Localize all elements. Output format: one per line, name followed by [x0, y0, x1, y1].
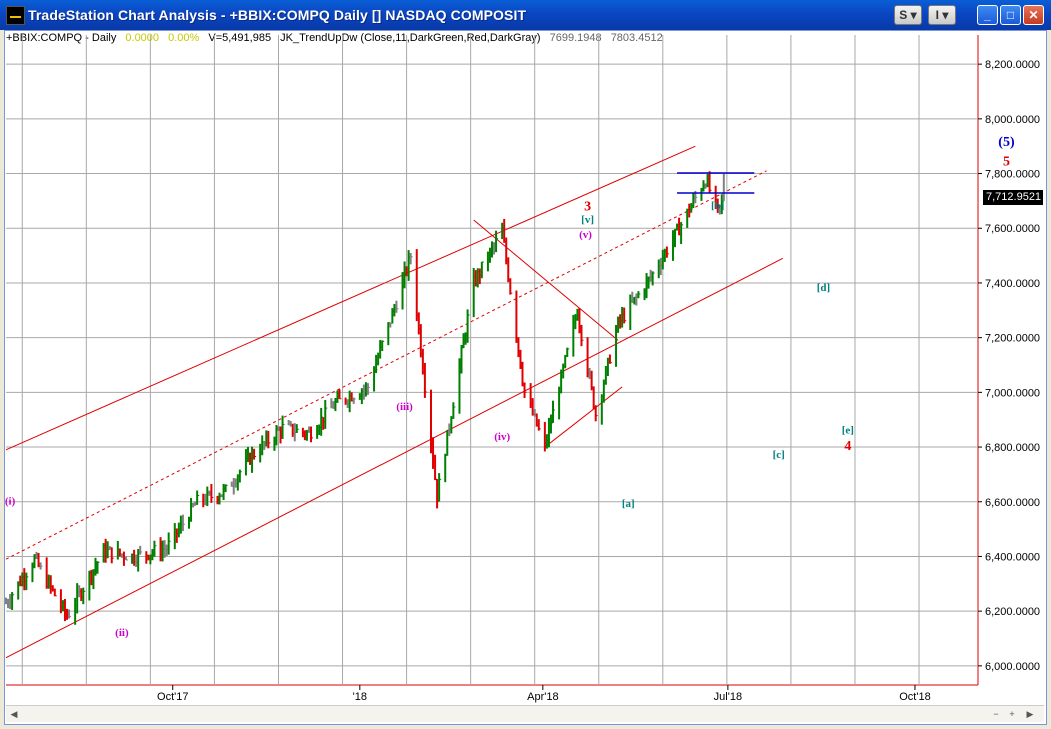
legend-value-2: 7803.4512 [610, 32, 663, 44]
symbol-link-s-button[interactable]: S ▾ [894, 5, 922, 25]
chart-window [4, 30, 1047, 725]
wave-label: [b] [711, 200, 724, 212]
wave-label: (5) [998, 135, 1015, 150]
wave-label: (iv) [494, 431, 510, 443]
triangle-line [473, 219, 619, 341]
y-axis-tick-label: 7,800.0000 [985, 169, 1040, 181]
maximize-button[interactable]: □ [1000, 5, 1021, 25]
app-icon [6, 6, 25, 25]
chevron-down-icon: ▾ [910, 8, 917, 22]
y-axis-tick-label: 8,000.0000 [985, 114, 1040, 126]
symbol-link-s-label: S [899, 8, 908, 22]
x-axis-tick-label: Oct'17 [157, 691, 188, 703]
maximize-icon: □ [1006, 8, 1015, 22]
wave-label: [a] [622, 498, 635, 510]
wave-label: (iii) [396, 401, 413, 413]
trend-channel-middle [5, 170, 767, 560]
wave-label: [c] [773, 449, 785, 461]
x-axis-tick-label: Apr'18 [527, 691, 558, 703]
y-axis-tick-label: 6,600.0000 [985, 497, 1040, 509]
chevron-down-icon: ▾ [942, 8, 949, 22]
x-axis-tick-label: Oct'18 [899, 691, 930, 703]
close-button[interactable]: ✕ [1023, 5, 1044, 25]
legend-symbol: +BBIX:COMPQ - Daily [6, 32, 117, 44]
minimize-icon: _ [984, 8, 991, 22]
window-title: TradeStation Chart Analysis - +BBIX:COMP… [28, 7, 527, 23]
wave-label: [d] [817, 282, 830, 294]
legend-change-percent: 0.00% [168, 32, 200, 44]
y-axis-tick-label: 7,400.0000 [985, 278, 1040, 290]
trend-channel-lower [5, 257, 784, 659]
window-titlebar: TradeStation Chart Analysis - +BBIX:COMP… [0, 0, 1051, 30]
legend-value-1: 7699.1948 [549, 32, 602, 44]
y-axis-tick-label: 7,000.0000 [985, 387, 1040, 399]
wave-label: (i) [5, 495, 16, 507]
y-axis-tick-label: 6,000.0000 [985, 661, 1040, 673]
y-axis-tick-label: 7,200.0000 [985, 333, 1040, 345]
y-axis-tick-label: 6,400.0000 [985, 551, 1040, 563]
horizontal-scrollbar[interactable]: ◀ − + ▶ [6, 705, 1044, 722]
zoom-in-icon[interactable]: + [1009, 709, 1015, 719]
trend-channel-upper [5, 145, 696, 451]
scroll-right-icon[interactable]: ▶ [1026, 709, 1034, 719]
y-axis-tick-label: 7,600.0000 [985, 223, 1040, 235]
wave-label: (ii) [115, 627, 129, 639]
last-price-marker: 7,712.9521 [983, 190, 1043, 205]
symbol-link-i-label: I [935, 8, 939, 22]
y-axis-tick-label: 8,200.0000 [985, 59, 1040, 71]
legend-volume: V=5,491,985 [208, 32, 272, 44]
y-axis-tick-label: 6,200.0000 [985, 606, 1040, 618]
minimize-button[interactable]: _ [977, 5, 998, 25]
y-axis-tick-label: 6,800.0000 [985, 442, 1040, 454]
wave-label: (v) [579, 229, 592, 241]
symbol-link-i-button[interactable]: I ▾ [928, 5, 956, 25]
zoom-out-icon[interactable]: − [993, 709, 999, 719]
close-icon: ✕ [1028, 8, 1039, 22]
wave-label: [e] [842, 424, 854, 436]
legend-indicator: JK_TrendUpDw (Close,11,DarkGreen,Red,Dar… [280, 32, 541, 44]
triangle-line [544, 386, 623, 448]
wave-label: [v] [581, 214, 594, 226]
chart-legend: +BBIX:COMPQ - Daily 0.0000 0.00% V=5,491… [6, 32, 669, 44]
wave-label: 4 [844, 439, 851, 454]
x-axis-tick-label: '18 [353, 691, 367, 703]
wave-label: 3 [584, 199, 591, 214]
wave-label: 5 [1003, 154, 1010, 169]
scroll-left-icon[interactable]: ◀ [10, 709, 18, 719]
x-axis-tick-label: Jul'18 [714, 691, 742, 703]
